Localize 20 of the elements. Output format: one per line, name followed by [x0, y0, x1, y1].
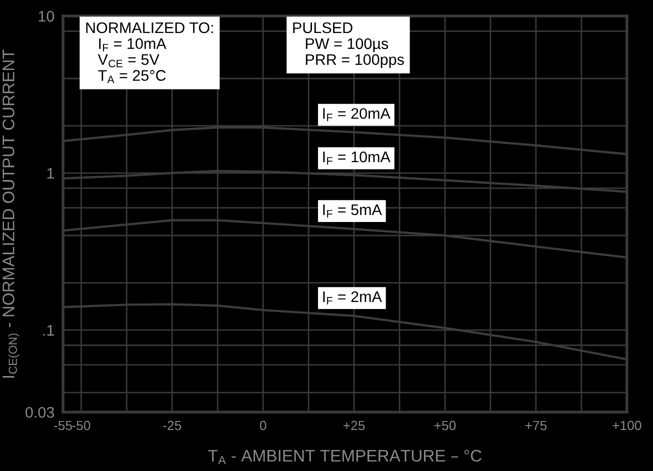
x-tick-label: -55	[54, 420, 72, 430]
x-tick-label: -50	[72, 420, 90, 430]
y-tick-label: 10	[38, 10, 54, 22]
y-axis-title: I$_{CE(ON)}$ - NORMALIZED OUTPUT CURRENT	[2, 50, 20, 378]
text: NORMALIZED TO: I$_{F}$ = 10mA V$_{CE}$ = 5V T$_{A}$ = 25°C	[86, 22, 213, 84]
annotation: PULSED PW = 100µs PRR = 100pps	[293, 22, 404, 68]
series-label: I$_{F}$ = 5mA	[323, 204, 382, 218]
series-label: I$_{F}$ = 2mA	[323, 291, 382, 304]
x-tick-label: +100	[612, 420, 642, 430]
x-tick-label: +50	[434, 420, 456, 430]
x-tick-label: 0	[260, 420, 266, 430]
x-tick-label: -25	[163, 420, 182, 430]
y-tick-label: 0.03	[26, 406, 54, 418]
series-label: I$_{F}$ = 10mA	[323, 152, 390, 165]
y-tick-label: .1	[43, 325, 54, 336]
x-tick-label: +75	[525, 420, 547, 430]
series-label: I$_{F}$ = 20mA	[323, 108, 390, 122]
x-tick-label: +25	[343, 420, 365, 430]
y-tick-label: 1	[47, 168, 54, 179]
x-axis-title: T$_{A}$ - AMBIENT TEMPERATURE – °C	[208, 450, 482, 464]
